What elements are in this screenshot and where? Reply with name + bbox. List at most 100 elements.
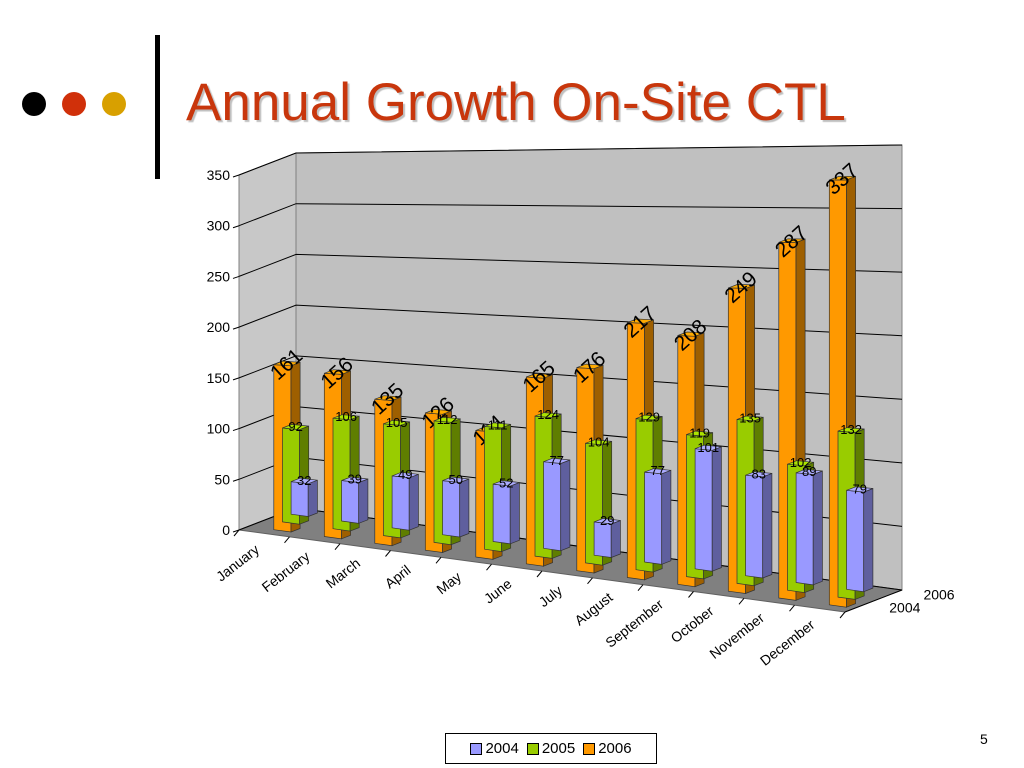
x-tick-label: June	[481, 575, 515, 606]
legend-item-2006: 2006	[583, 740, 632, 757]
x-tick-label: December	[757, 616, 818, 669]
bar-2004-march-side	[408, 473, 419, 531]
bar-2006-november-top	[778, 238, 806, 243]
bar-2004-april	[442, 480, 461, 538]
bar-2005-april-top	[433, 416, 461, 423]
bar-2004-november-side	[812, 470, 823, 586]
data-label: 89	[802, 464, 816, 479]
title-divider	[155, 35, 160, 179]
bar-2004-august-top	[644, 468, 672, 475]
x-tick-label: May	[433, 569, 464, 598]
gold-dot-icon	[102, 92, 126, 116]
gridline	[238, 144, 903, 176]
data-label: 50	[448, 472, 462, 487]
bar-2004-june-top	[543, 457, 571, 464]
bar-2006-september-top	[677, 331, 705, 337]
bar-2006-march-top	[374, 395, 402, 401]
x-tick-mark	[688, 591, 694, 598]
bar-2004-april-side	[459, 478, 470, 538]
x-tick-label: October	[667, 602, 716, 645]
y-tick-label: 200	[207, 319, 231, 335]
y-tick-mark	[232, 225, 240, 229]
depth-axis-label: 2006	[923, 586, 954, 602]
bar-2004-october-top	[745, 471, 773, 478]
y-tick-label: 300	[207, 218, 231, 234]
gridline	[238, 304, 903, 337]
data-label: 111	[488, 417, 508, 432]
x-tick-mark	[637, 584, 644, 591]
data-label: 77	[650, 463, 664, 478]
y-tick-mark	[232, 529, 240, 533]
data-label: 101	[697, 440, 719, 455]
bar-2006-january-top	[273, 360, 301, 367]
x-tick-label: March	[323, 555, 364, 592]
data-label: 79	[852, 481, 866, 496]
y-tick-label: 150	[207, 370, 231, 386]
bar-2004-february-top	[341, 476, 369, 483]
bar-2004-september-top	[694, 444, 722, 451]
bar-2004-may-side	[509, 481, 520, 545]
y-tick-mark	[232, 275, 240, 279]
bar-2004-december	[846, 489, 865, 593]
gridline	[238, 253, 903, 277]
y-tick-label: 350	[207, 167, 231, 183]
y-tick-mark	[232, 428, 240, 432]
bar-2005-january-top	[282, 424, 309, 430]
data-label: 92	[288, 419, 302, 434]
x-tick-mark	[233, 529, 240, 537]
bar-2004-june	[543, 461, 562, 552]
bar-2005-december-top	[837, 427, 865, 433]
bar-2004-may-top	[492, 480, 520, 487]
data-label: 39	[347, 472, 361, 487]
legend-item-2004: 2004	[470, 740, 519, 757]
bar-2004-august	[644, 471, 663, 565]
x-tick-mark	[284, 536, 290, 544]
data-label: 129	[638, 410, 660, 425]
y-tick-mark	[232, 174, 240, 178]
bar-2005-march-top	[383, 419, 410, 426]
data-label: 124	[537, 407, 559, 422]
chart-legend: 2004 2005 2006	[445, 733, 657, 764]
bar-2005-october-top	[736, 415, 764, 422]
data-label: 83	[751, 466, 765, 481]
legend-label-2006: 2006	[598, 740, 632, 757]
x-tick-mark	[334, 543, 341, 550]
x-tick-mark	[738, 598, 745, 605]
bar-2006-june-top	[526, 373, 553, 379]
bar-2004-march	[391, 475, 410, 531]
red-dot-icon	[62, 92, 86, 116]
x-tick-mark	[536, 570, 543, 578]
legend-swatch-2005	[526, 742, 539, 755]
bar-2004-december-top	[846, 486, 874, 493]
bar-2004-september-side	[711, 446, 722, 572]
bar-2005-june-top	[534, 412, 562, 418]
bar-2004-november	[795, 472, 814, 586]
bar-2005-august-top	[635, 414, 663, 421]
bar-2004-may	[492, 483, 511, 545]
y-tick-mark	[232, 326, 240, 330]
x-tick-label: August	[571, 589, 615, 629]
data-label: 132	[840, 422, 862, 437]
x-tick-mark	[435, 557, 442, 564]
bar-2006-october-top	[728, 284, 755, 289]
data-label: 102	[790, 455, 812, 470]
gridline	[238, 203, 903, 227]
x-tick-mark	[385, 550, 391, 557]
data-label: 49	[398, 467, 412, 482]
bar-2005-may-top	[484, 422, 511, 429]
bar-2005-september-top	[686, 430, 713, 437]
y-tick-label: 0	[222, 522, 230, 538]
bar-2006-april-top	[425, 409, 452, 415]
data-label: 104	[588, 434, 610, 449]
x-tick-mark	[486, 563, 492, 571]
bar-2004-january-top	[290, 477, 318, 485]
data-label: 112	[437, 412, 458, 427]
bar-2005-november-top	[787, 460, 814, 467]
depth-axis-label: 2004	[889, 600, 920, 616]
bar-2006-july-top	[576, 363, 604, 370]
bar-2006-august-top	[627, 318, 654, 324]
y-tick-mark	[232, 478, 240, 482]
data-label: 105	[386, 415, 408, 430]
black-dot-icon	[22, 92, 46, 116]
